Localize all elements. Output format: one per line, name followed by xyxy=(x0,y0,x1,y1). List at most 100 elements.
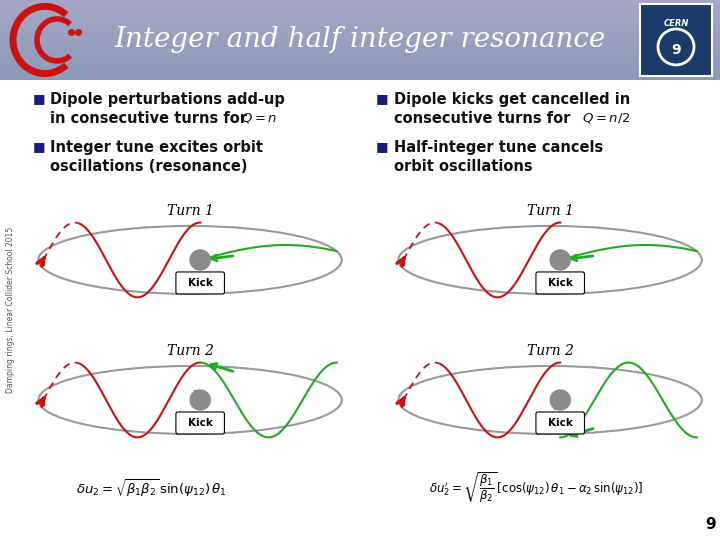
Bar xyxy=(0,45,720,46)
Bar xyxy=(0,62,720,63)
Text: ■: ■ xyxy=(32,92,45,105)
Bar xyxy=(0,47,720,48)
Bar xyxy=(0,73,720,74)
Text: Turn 1: Turn 1 xyxy=(166,204,214,218)
Text: Kick: Kick xyxy=(548,278,572,288)
Bar xyxy=(0,7,720,8)
Bar xyxy=(0,56,720,57)
Bar xyxy=(0,40,720,41)
Text: $\delta u_2 = \sqrt{\beta_1 \beta_2}\,\sin(\psi_{12})\,\theta_1$: $\delta u_2 = \sqrt{\beta_1 \beta_2}\,\s… xyxy=(76,477,227,499)
Bar xyxy=(0,53,720,54)
Circle shape xyxy=(550,250,570,270)
Bar xyxy=(0,51,720,52)
Bar xyxy=(0,74,720,75)
Bar xyxy=(0,59,720,60)
Text: Dipole perturbations add-up: Dipole perturbations add-up xyxy=(50,92,285,107)
Bar xyxy=(0,18,720,19)
Bar xyxy=(0,67,720,68)
Bar xyxy=(0,49,720,50)
Text: Turn 2: Turn 2 xyxy=(526,344,574,358)
Bar xyxy=(0,16,720,17)
Bar xyxy=(0,13,720,14)
Bar xyxy=(0,41,720,42)
Text: Integer tune excites orbit: Integer tune excites orbit xyxy=(50,140,264,155)
Bar xyxy=(0,34,720,35)
Bar xyxy=(0,44,720,45)
Bar xyxy=(0,76,720,77)
Bar xyxy=(0,20,720,21)
Text: Kick: Kick xyxy=(548,418,572,428)
Bar xyxy=(0,65,720,66)
Bar xyxy=(0,42,720,43)
Bar xyxy=(0,19,720,20)
Bar xyxy=(0,27,720,28)
Bar xyxy=(0,17,720,18)
Text: ■: ■ xyxy=(32,140,45,153)
Bar xyxy=(0,5,720,6)
Text: Integer and half integer resonance: Integer and half integer resonance xyxy=(114,26,606,53)
Text: 9: 9 xyxy=(706,517,716,532)
Bar xyxy=(0,48,720,49)
Bar xyxy=(0,8,720,9)
Bar xyxy=(0,54,720,55)
Text: Kick: Kick xyxy=(188,278,212,288)
Bar xyxy=(0,46,720,47)
Bar xyxy=(0,29,720,30)
Bar xyxy=(0,10,720,11)
Bar xyxy=(0,25,720,26)
Bar xyxy=(0,1,720,2)
Bar xyxy=(0,2,720,3)
Text: ■: ■ xyxy=(376,140,389,153)
Bar xyxy=(0,50,720,51)
Text: Dipole kicks get cancelled in: Dipole kicks get cancelled in xyxy=(395,92,631,107)
Bar xyxy=(0,31,720,32)
Bar xyxy=(0,75,720,76)
FancyBboxPatch shape xyxy=(176,412,225,434)
Bar xyxy=(0,37,720,38)
Bar xyxy=(0,77,720,78)
Bar xyxy=(0,9,720,10)
Bar xyxy=(0,64,720,65)
Bar xyxy=(0,71,720,72)
FancyBboxPatch shape xyxy=(640,4,712,76)
Bar xyxy=(0,3,720,4)
Text: CERN: CERN xyxy=(663,19,689,29)
Bar xyxy=(0,23,720,24)
Text: Turn 1: Turn 1 xyxy=(526,204,574,218)
Text: Damping rings, Linear Collider School 2015: Damping rings, Linear Collider School 20… xyxy=(6,227,14,393)
Bar xyxy=(0,52,720,53)
Bar xyxy=(0,22,720,23)
Bar xyxy=(0,0,720,1)
Bar xyxy=(0,36,720,37)
Bar xyxy=(0,78,720,79)
Text: orbit oscillations: orbit oscillations xyxy=(395,159,533,174)
Text: $\delta u_2' = \sqrt{\dfrac{\beta_1}{\beta_2}}\,[\cos(\psi_{12})\,\theta_1 - \al: $\delta u_2' = \sqrt{\dfrac{\beta_1}{\be… xyxy=(428,471,643,505)
Bar xyxy=(0,39,720,40)
FancyBboxPatch shape xyxy=(176,272,225,294)
Bar xyxy=(0,30,720,31)
Bar xyxy=(0,11,720,12)
Bar xyxy=(0,69,720,70)
Bar xyxy=(0,26,720,27)
Bar xyxy=(0,21,720,22)
Text: consecutive turns for: consecutive turns for xyxy=(395,111,571,126)
Text: ■: ■ xyxy=(376,92,389,105)
Text: $Q = n$: $Q = n$ xyxy=(240,111,276,125)
Bar xyxy=(0,60,720,61)
Bar xyxy=(0,55,720,56)
Bar xyxy=(0,4,720,5)
Bar xyxy=(0,61,720,62)
FancyBboxPatch shape xyxy=(536,412,585,434)
Bar xyxy=(0,68,720,69)
Bar xyxy=(0,33,720,34)
Circle shape xyxy=(190,390,210,410)
Circle shape xyxy=(190,250,210,270)
Bar xyxy=(0,70,720,71)
Text: Half-integer tune cancels: Half-integer tune cancels xyxy=(395,140,603,155)
Bar xyxy=(0,12,720,13)
Text: 9: 9 xyxy=(671,43,681,57)
Bar xyxy=(0,32,720,33)
Bar xyxy=(0,57,720,58)
Bar xyxy=(0,6,720,7)
Circle shape xyxy=(550,390,570,410)
